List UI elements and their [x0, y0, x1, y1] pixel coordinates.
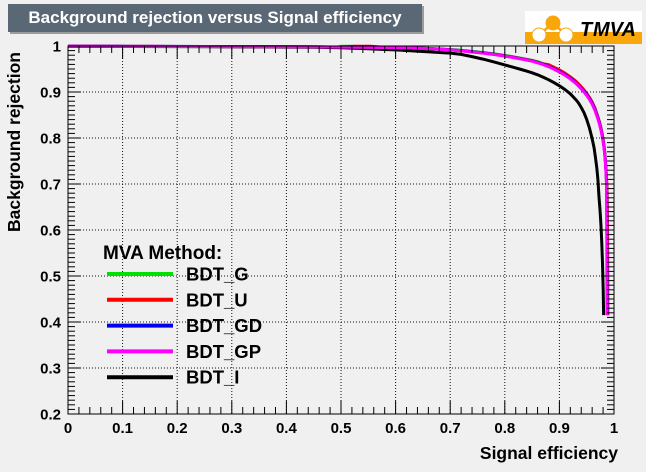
legend-item-BDT_GD: BDT_GD	[107, 315, 262, 336]
x-tick-label: 0	[64, 420, 72, 437]
x-tick-label: 0.8	[494, 420, 515, 437]
logo-right-circle	[558, 27, 574, 43]
plot-title-text: Background rejection versus Signal effic…	[28, 8, 402, 27]
y-tick-label: 0.6	[40, 223, 61, 240]
logo-bar	[525, 32, 642, 44]
y-axis-title: Background rejection	[4, 52, 24, 232]
y-tick-label: 0.8	[40, 131, 61, 148]
logo-top-circle	[545, 15, 561, 31]
curve-BDT_I	[67, 44, 606, 316]
y-tick-label: 0.5	[40, 269, 61, 286]
x-tick-label: 0.7	[440, 420, 461, 437]
y-tick-label: 1	[53, 39, 61, 56]
y-tick-label: 0.3	[40, 361, 61, 378]
x-tick-label: 0.3	[221, 420, 242, 437]
y-tick-label: 0.4	[40, 315, 62, 332]
legend-header: MVA Method:	[103, 243, 222, 264]
x-tick-label: 1	[610, 420, 618, 437]
legend-label-BDT_GP: BDT_GP	[186, 341, 261, 362]
y-tick-label: 0.7	[40, 177, 61, 194]
legend-label-BDT_GD: BDT_GD	[186, 315, 262, 336]
y-tick-label: 0.2	[40, 407, 61, 424]
x-tick-label: 0.2	[167, 420, 188, 437]
x-tick-label: 0.6	[385, 420, 406, 437]
y-tick-label: 0.9	[40, 85, 61, 102]
logo-text-mva: MVA	[593, 19, 636, 41]
legend-label-BDT_I: BDT_I	[186, 367, 239, 388]
logo-text-t: T	[580, 19, 594, 41]
legend-label-BDT_G: BDT_G	[186, 264, 249, 285]
x-tick-label: 0.9	[549, 420, 570, 437]
legend: MVA Method: BDT_G BDT_U BDT_GD BDT_GP BDT_I	[103, 243, 262, 388]
legend-item-BDT_I: BDT_I	[107, 367, 239, 388]
plot-title: Background rejection versus Signal effic…	[8, 4, 422, 32]
legend-item-BDT_G: BDT_G	[107, 264, 249, 285]
tmva-logo: T MVA	[525, 11, 642, 44]
curve-BDT_GP	[68, 44, 609, 316]
x-tick-label: 0.4	[276, 420, 298, 437]
legend-item-BDT_GP: BDT_GP	[107, 341, 261, 362]
legend-item-BDT_U: BDT_U	[107, 289, 248, 310]
logo-left-circle	[531, 27, 547, 43]
x-tick-label: 0.5	[331, 420, 352, 437]
legend-label-BDT_U: BDT_U	[186, 289, 248, 310]
x-axis-title: Signal efficiency	[480, 443, 618, 463]
x-tick-label: 0.1	[112, 420, 133, 437]
